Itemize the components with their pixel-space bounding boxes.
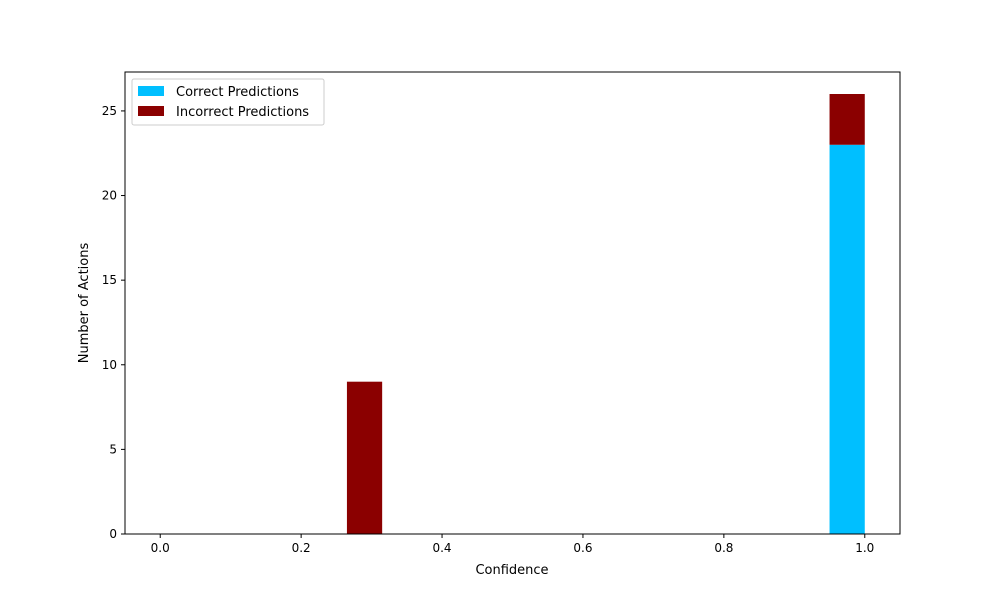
y-tick-label: 25: [102, 104, 117, 118]
y-tick-label: 15: [102, 273, 117, 287]
y-tick-label: 0: [109, 527, 117, 541]
x-axis: 0.0 0.2 0.4 0.6 0.8 1.0: [151, 534, 874, 555]
plot-frame: [124, 71, 901, 535]
x-tick-label: 0.6: [573, 541, 592, 555]
y-tick-label: 5: [109, 442, 117, 456]
bar-incorrect-1: [829, 94, 865, 145]
y-tick-label: 20: [102, 189, 117, 203]
x-axis-label: Confidence: [475, 563, 548, 578]
legend: Correct Predictions Incorrect Prediction…: [131, 78, 325, 126]
legend-label-correct: Correct Predictions: [176, 85, 299, 100]
x-tick-label: 0.0: [151, 541, 170, 555]
legend-label-incorrect: Incorrect Predictions: [176, 105, 309, 120]
x-tick-label: 0.2: [292, 541, 311, 555]
bar-incorrect-0: [346, 381, 383, 534]
y-axis-label: Number of Actions: [77, 243, 92, 364]
x-tick-label: 0.8: [714, 541, 733, 555]
x-tick-label: 0.4: [432, 541, 451, 555]
y-tick-label: 10: [102, 358, 117, 372]
bar-correct-0: [829, 144, 865, 534]
x-tick-label: 1.0: [855, 541, 874, 555]
y-axis: 0 5 10 15 20 25: [102, 104, 125, 541]
legend-swatch-incorrect: [138, 106, 164, 116]
legend-swatch-correct: [138, 86, 164, 96]
bars-layer: [346, 94, 865, 534]
legend-frame: [131, 78, 325, 126]
